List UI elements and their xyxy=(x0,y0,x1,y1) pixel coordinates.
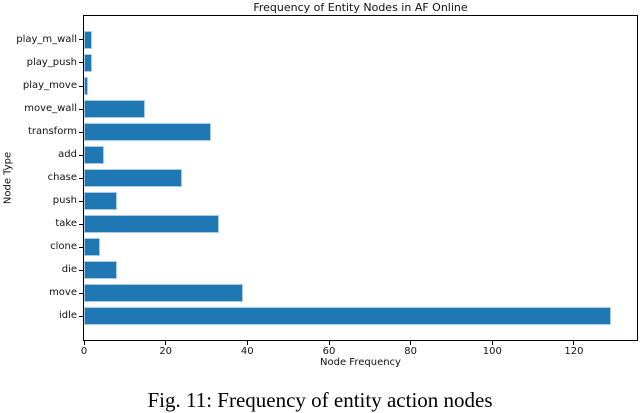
y-tick-label: transform xyxy=(27,126,77,137)
x-tick-mark xyxy=(328,341,330,345)
y-tick-label: take xyxy=(55,218,77,229)
x-tick-label: 40 xyxy=(240,346,254,357)
y-tick-mark xyxy=(79,39,83,41)
x-tick-mark xyxy=(246,341,248,345)
y-tick-mark xyxy=(79,177,83,179)
x-tick-label: 120 xyxy=(564,346,584,357)
y-tick-label: clone xyxy=(50,241,77,252)
bar xyxy=(84,145,105,165)
y-tick-mark xyxy=(79,292,83,294)
chart-title: Frequency of Entity Nodes in AF Online xyxy=(253,1,468,14)
bar xyxy=(84,283,244,303)
y-tick-label: chase xyxy=(47,172,77,183)
x-tick-label: 20 xyxy=(159,346,173,357)
bar xyxy=(84,260,117,280)
bar xyxy=(84,122,211,142)
y-tick-mark xyxy=(79,200,83,202)
bar xyxy=(84,168,182,188)
bar xyxy=(84,99,146,119)
y-tick-mark xyxy=(79,108,83,110)
x-axis-label: Node Frequency xyxy=(320,357,401,368)
y-tick-label: play_push xyxy=(26,56,77,68)
bar xyxy=(84,191,117,211)
y-tick-mark xyxy=(79,85,83,87)
plot-inner xyxy=(84,16,637,340)
y-tick-mark xyxy=(79,223,83,225)
y-tick-mark xyxy=(79,154,83,156)
x-tick-mark xyxy=(573,341,575,345)
y-tick-label: add xyxy=(58,149,77,160)
bar xyxy=(84,76,89,96)
bar xyxy=(84,237,101,257)
figure-caption: Fig. 11: Frequency of entity action node… xyxy=(147,388,493,412)
y-tick-label: die xyxy=(61,264,77,275)
y-tick-mark xyxy=(79,131,83,133)
x-tick-label: 80 xyxy=(404,346,417,357)
y-tick-mark xyxy=(79,315,83,317)
y-tick-label: idle xyxy=(58,310,77,322)
x-tick-label: 60 xyxy=(322,346,336,357)
y-tick-mark xyxy=(79,62,83,64)
x-tick-mark xyxy=(165,341,167,345)
y-tick-label: move xyxy=(49,287,77,299)
x-tick-mark xyxy=(491,341,493,345)
x-tick-mark xyxy=(410,341,412,345)
y-tick-label: move_wall xyxy=(24,103,77,114)
x-tick-mark xyxy=(83,341,85,345)
bar xyxy=(84,306,611,326)
y-tick-label: push xyxy=(52,195,77,206)
bar xyxy=(84,214,219,234)
y-tick-label: play_move xyxy=(22,80,77,91)
x-tick-label: 100 xyxy=(482,346,502,357)
plot-area xyxy=(83,15,638,341)
bar xyxy=(84,30,93,50)
x-tick-label: 0 xyxy=(80,346,88,357)
y-tick-mark xyxy=(79,269,83,271)
y-tick-mark xyxy=(79,246,83,248)
bar xyxy=(84,53,93,73)
y-tick-label: play_m_wall xyxy=(16,33,77,45)
